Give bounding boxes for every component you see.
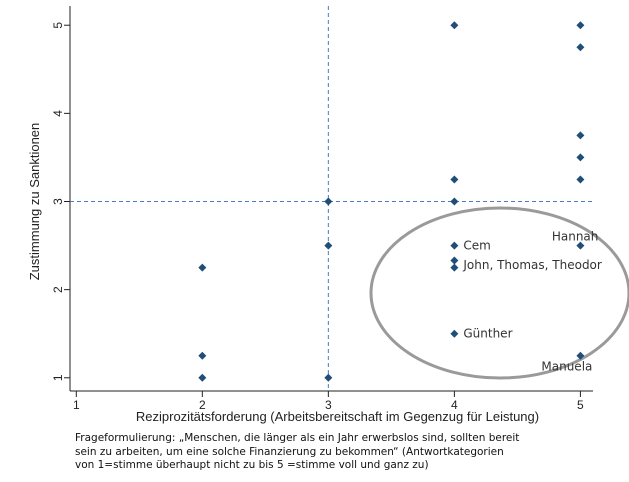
y-axis-title: Zustimmung zu Sanktionen (27, 123, 42, 281)
point-annotation: Hannah (552, 230, 599, 244)
data-point (324, 197, 333, 206)
x-axis-title: Reziprozitätsforderung (Arbeitsbereitsch… (136, 409, 539, 424)
x-tick-label: 4 (451, 398, 458, 412)
highlight-ellipse (369, 206, 629, 380)
y-tick-label: 2 (51, 286, 65, 293)
data-point (450, 21, 459, 30)
point-annotation: John, Thomas, Theodor (462, 258, 602, 272)
scatter-chart: 1 2 3 4 5 1 2 3 4 5 Cem John, Thomas, Theodor Günthe… (27, 6, 629, 424)
x-tick-label: 5 (577, 398, 584, 412)
data-point (576, 131, 585, 140)
data-point (576, 43, 585, 52)
point-annotation: Cem (463, 239, 490, 253)
data-point (450, 329, 459, 338)
y-tick-label: 4 (51, 110, 65, 117)
y-tick-label: 1 (51, 374, 65, 381)
y-tick-label: 3 (51, 198, 65, 205)
x-tick-label: 1 (73, 398, 80, 412)
data-point (324, 241, 333, 250)
data-point (450, 241, 459, 250)
data-point (450, 263, 459, 272)
data-point (450, 175, 459, 184)
question-caption: Frageformulierung: „Menschen, die länger… (75, 432, 595, 473)
data-point (576, 175, 585, 184)
data-point (450, 197, 459, 206)
plot-area: 1 2 3 4 5 1 2 3 4 5 Cem John, Thomas, Theodor Günthe… (27, 6, 629, 424)
caption-line: Frageformulierung: „Menschen, die länger… (75, 432, 520, 444)
data-point (576, 351, 585, 360)
y-tick-label: 5 (51, 22, 65, 29)
caption-line: sein zu arbeiten, um eine solche Finanzi… (75, 445, 504, 458)
caption-line: von 1=stimme überhaupt nicht zu bis 5 =s… (75, 459, 429, 471)
data-point (576, 153, 585, 162)
data-point (576, 21, 585, 30)
data-point (198, 351, 207, 360)
data-point (324, 373, 333, 382)
data-point (198, 263, 207, 272)
data-point (450, 256, 459, 265)
point-annotation: Manuela (541, 360, 592, 374)
data-point (576, 241, 585, 250)
x-tick-label: 2 (199, 398, 206, 412)
point-annotation: Günther (463, 327, 512, 341)
data-point (198, 373, 207, 382)
x-tick-label: 3 (325, 398, 332, 412)
